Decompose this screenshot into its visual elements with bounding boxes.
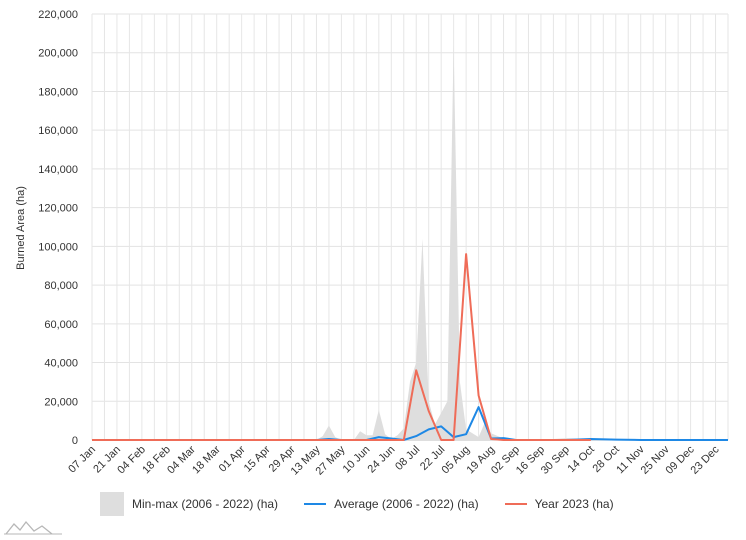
y-tick-label: 140,000	[38, 164, 78, 176]
y-tick-label: 160,000	[38, 125, 78, 137]
y-tick-label: 100,000	[38, 241, 78, 253]
legend-label-average: Average (2006 - 2022) (ha)	[334, 497, 479, 511]
year-2023-line	[92, 253, 591, 441]
legend-item-min-max[interactable]: Min-max (2006 - 2022) (ha)	[100, 492, 278, 516]
legend-swatch-year-2023	[504, 503, 527, 505]
legend-swatch-average	[304, 503, 327, 505]
x-tick-label: 30 Sep	[539, 444, 572, 477]
series-lines-layer	[92, 253, 728, 441]
x-tick-label: 23 Dec	[689, 443, 722, 476]
y-tick-label: 60,000	[44, 319, 78, 331]
legend: Min-max (2006 - 2022) (ha) Average (2006…	[100, 490, 614, 518]
y-tick-label: 220,000	[38, 9, 78, 21]
x-tick-label: 18 Mar	[190, 443, 223, 476]
legend-label-year-2023: Year 2023 (ha)	[534, 497, 614, 511]
axis-ticks: 0 20,000 40,000 60,000 80,000 100,000 120,000 1…	[38, 9, 722, 478]
x-tick-label: 10 Jun	[341, 444, 373, 476]
min-max-area-layer	[92, 45, 728, 440]
y-tick-label: 0	[72, 435, 78, 447]
y-axis-label: Burned Area (ha)	[15, 186, 27, 270]
x-tick-label: 24 Jun	[366, 444, 398, 476]
chart: 0 20,000 40,000 60,000 80,000 100,000 120,000 1…	[15, 9, 729, 478]
x-tick-label: 14 Oct	[566, 444, 597, 475]
legend-item-average[interactable]: Average (2006 - 2022) (ha)	[304, 497, 479, 511]
y-tick-label: 200,000	[38, 48, 78, 60]
legend-item-year-2023[interactable]: Year 2023 (ha)	[504, 497, 614, 511]
chart-logo-icon	[4, 520, 62, 535]
x-tick-label: 01 Apr	[217, 443, 248, 474]
y-tick-label: 180,000	[38, 86, 78, 98]
legend-label-min-max: Min-max (2006 - 2022) (ha)	[132, 497, 279, 511]
x-tick-label: 08 Jul	[393, 444, 422, 473]
grid-lines	[91, 13, 729, 441]
min-max-area	[92, 45, 728, 440]
x-tick-label: 07 Jan	[66, 444, 98, 476]
legend-swatch-min-max	[100, 492, 124, 516]
y-tick-label: 40,000	[44, 358, 78, 370]
x-tick-label: 15 Apr	[242, 443, 273, 474]
y-tick-label: 80,000	[44, 280, 78, 292]
y-tick-label: 120,000	[38, 203, 78, 215]
y-tick-label: 20,000	[44, 396, 78, 408]
